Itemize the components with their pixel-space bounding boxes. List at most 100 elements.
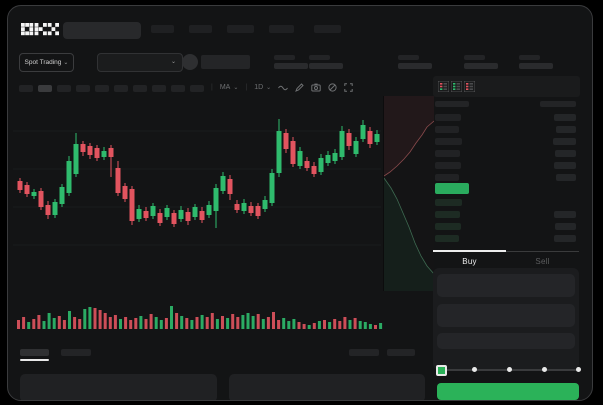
orderbook-row[interactable] bbox=[433, 160, 579, 172]
orderbook-header-price bbox=[435, 101, 469, 107]
slider-stop-75[interactable] bbox=[542, 367, 547, 372]
timeframe-4[interactable] bbox=[76, 85, 90, 92]
bottom-tab-active[interactable] bbox=[20, 349, 49, 356]
timeframe-3[interactable] bbox=[57, 85, 71, 92]
orderbook-row[interactable] bbox=[433, 197, 579, 209]
nav-item-2[interactable] bbox=[189, 25, 212, 33]
order-form-card bbox=[433, 268, 579, 370]
slider-handle[interactable] bbox=[436, 365, 447, 376]
ticker-stat-5 bbox=[519, 55, 553, 69]
orderbook-row[interactable] bbox=[433, 136, 579, 148]
price-placeholder bbox=[435, 174, 459, 181]
timeframe-1[interactable] bbox=[19, 85, 33, 92]
amount-slider[interactable] bbox=[436, 365, 581, 376]
amount-placeholder bbox=[554, 162, 576, 169]
pair-name-placeholder bbox=[201, 55, 250, 69]
chevron-down-icon: ⌄ bbox=[63, 60, 69, 66]
bottom-action-1[interactable] bbox=[349, 349, 379, 356]
orderbook-row[interactable] bbox=[433, 221, 579, 233]
price-placeholder bbox=[435, 162, 461, 169]
timeframe-7[interactable] bbox=[133, 85, 147, 92]
amount-input[interactable] bbox=[437, 304, 575, 327]
last-price-bar[interactable] bbox=[435, 183, 469, 194]
market-type-dropdown[interactable]: Spot Trading ⌄ bbox=[19, 53, 74, 72]
camera-icon[interactable] bbox=[311, 83, 321, 92]
timeframe-8[interactable] bbox=[152, 85, 166, 92]
bottom-panel-right bbox=[229, 374, 425, 400]
orderbook-row[interactable] bbox=[433, 112, 579, 124]
amount-placeholder bbox=[554, 211, 576, 218]
amount-placeholder bbox=[555, 223, 576, 230]
slider-stop-100[interactable] bbox=[576, 367, 581, 372]
amount-placeholder bbox=[554, 114, 576, 121]
search-input[interactable] bbox=[63, 22, 141, 39]
orderbook-toolbar bbox=[433, 76, 580, 97]
active-tab-underline bbox=[20, 359, 49, 361]
okx-logo-icon bbox=[21, 23, 59, 36]
nav-item-1[interactable] bbox=[151, 25, 174, 33]
slider-stop-25[interactable] bbox=[472, 367, 477, 372]
pencil-icon[interactable] bbox=[295, 83, 304, 92]
orderbook-row[interactable] bbox=[433, 124, 579, 136]
orderbook-row[interactable] bbox=[433, 148, 579, 160]
orderbook-row[interactable] bbox=[433, 209, 579, 221]
chart-tools: | MA ⌄ | 1D ⌄ bbox=[211, 83, 353, 92]
pair-dropdown[interactable]: ⌄ bbox=[97, 53, 183, 72]
circle-slash-icon[interactable] bbox=[328, 83, 337, 92]
sell-tab-line bbox=[506, 251, 579, 252]
price-placeholder bbox=[435, 114, 461, 121]
fullscreen-icon[interactable] bbox=[344, 83, 353, 92]
timeframe-6[interactable] bbox=[114, 85, 128, 92]
tab-sell[interactable]: Sell bbox=[535, 257, 550, 266]
buy-tab-indicator bbox=[433, 250, 506, 252]
interval-label: 1D bbox=[254, 84, 264, 91]
orderbook-row[interactable] bbox=[433, 172, 579, 184]
price-placeholder bbox=[435, 199, 462, 206]
price-placeholder bbox=[435, 223, 461, 230]
timeframe-2-active[interactable] bbox=[38, 85, 52, 92]
indicator-dropdown[interactable]: MA ⌄ bbox=[220, 84, 239, 91]
amount-placeholder bbox=[556, 126, 576, 133]
orderbook-bids bbox=[433, 197, 579, 245]
depth-panel bbox=[383, 96, 434, 291]
amount-placeholder bbox=[554, 235, 576, 242]
slider-stop-50[interactable] bbox=[507, 367, 512, 372]
timeframe-10[interactable] bbox=[190, 85, 204, 92]
orderbook-header bbox=[433, 100, 579, 110]
bottom-tab-2[interactable] bbox=[61, 349, 91, 356]
okx-logo[interactable] bbox=[21, 23, 59, 36]
timeframe-9[interactable] bbox=[171, 85, 185, 92]
interval-dropdown[interactable]: 1D ⌄ bbox=[254, 84, 271, 91]
tab-buy[interactable]: Buy bbox=[462, 257, 477, 266]
wave-icon[interactable] bbox=[278, 84, 289, 92]
ticker-stat-1 bbox=[274, 55, 308, 69]
bottom-action-2[interactable] bbox=[387, 349, 415, 356]
book-asks-icon[interactable] bbox=[464, 81, 475, 92]
nav-item-3[interactable] bbox=[227, 25, 254, 33]
chevron-down-icon: ⌄ bbox=[170, 59, 176, 65]
orderbook-header-amount bbox=[540, 101, 576, 107]
nav-item-5[interactable] bbox=[314, 25, 341, 33]
indicator-label: MA bbox=[219, 84, 231, 91]
buy-button[interactable] bbox=[437, 383, 579, 400]
amount-placeholder bbox=[553, 138, 576, 145]
timeframe-bar bbox=[19, 85, 204, 92]
top-nav bbox=[151, 25, 341, 33]
book-bids-icon[interactable] bbox=[451, 81, 462, 92]
token-avatar[interactable] bbox=[182, 54, 198, 70]
price-input[interactable] bbox=[437, 274, 575, 297]
price-placeholder bbox=[435, 235, 459, 242]
timeframe-5[interactable] bbox=[95, 85, 109, 92]
orderbook-row[interactable] bbox=[433, 233, 579, 245]
volume-pane bbox=[16, 297, 384, 331]
ticker-stat-4 bbox=[464, 55, 498, 69]
nav-item-4[interactable] bbox=[269, 25, 294, 33]
app-window: Spot Trading ⌄ ⌄ | MA ⌄ | 1D ⌄ bbox=[7, 5, 593, 401]
depth-svg bbox=[384, 96, 434, 291]
total-input[interactable] bbox=[437, 333, 575, 349]
market-type-label: Spot Trading bbox=[24, 59, 62, 66]
candles-svg bbox=[13, 119, 381, 246]
chevron-down-icon: ⌄ bbox=[266, 85, 272, 91]
orderbook-asks bbox=[433, 112, 579, 184]
book-both-icon[interactable] bbox=[438, 81, 449, 92]
